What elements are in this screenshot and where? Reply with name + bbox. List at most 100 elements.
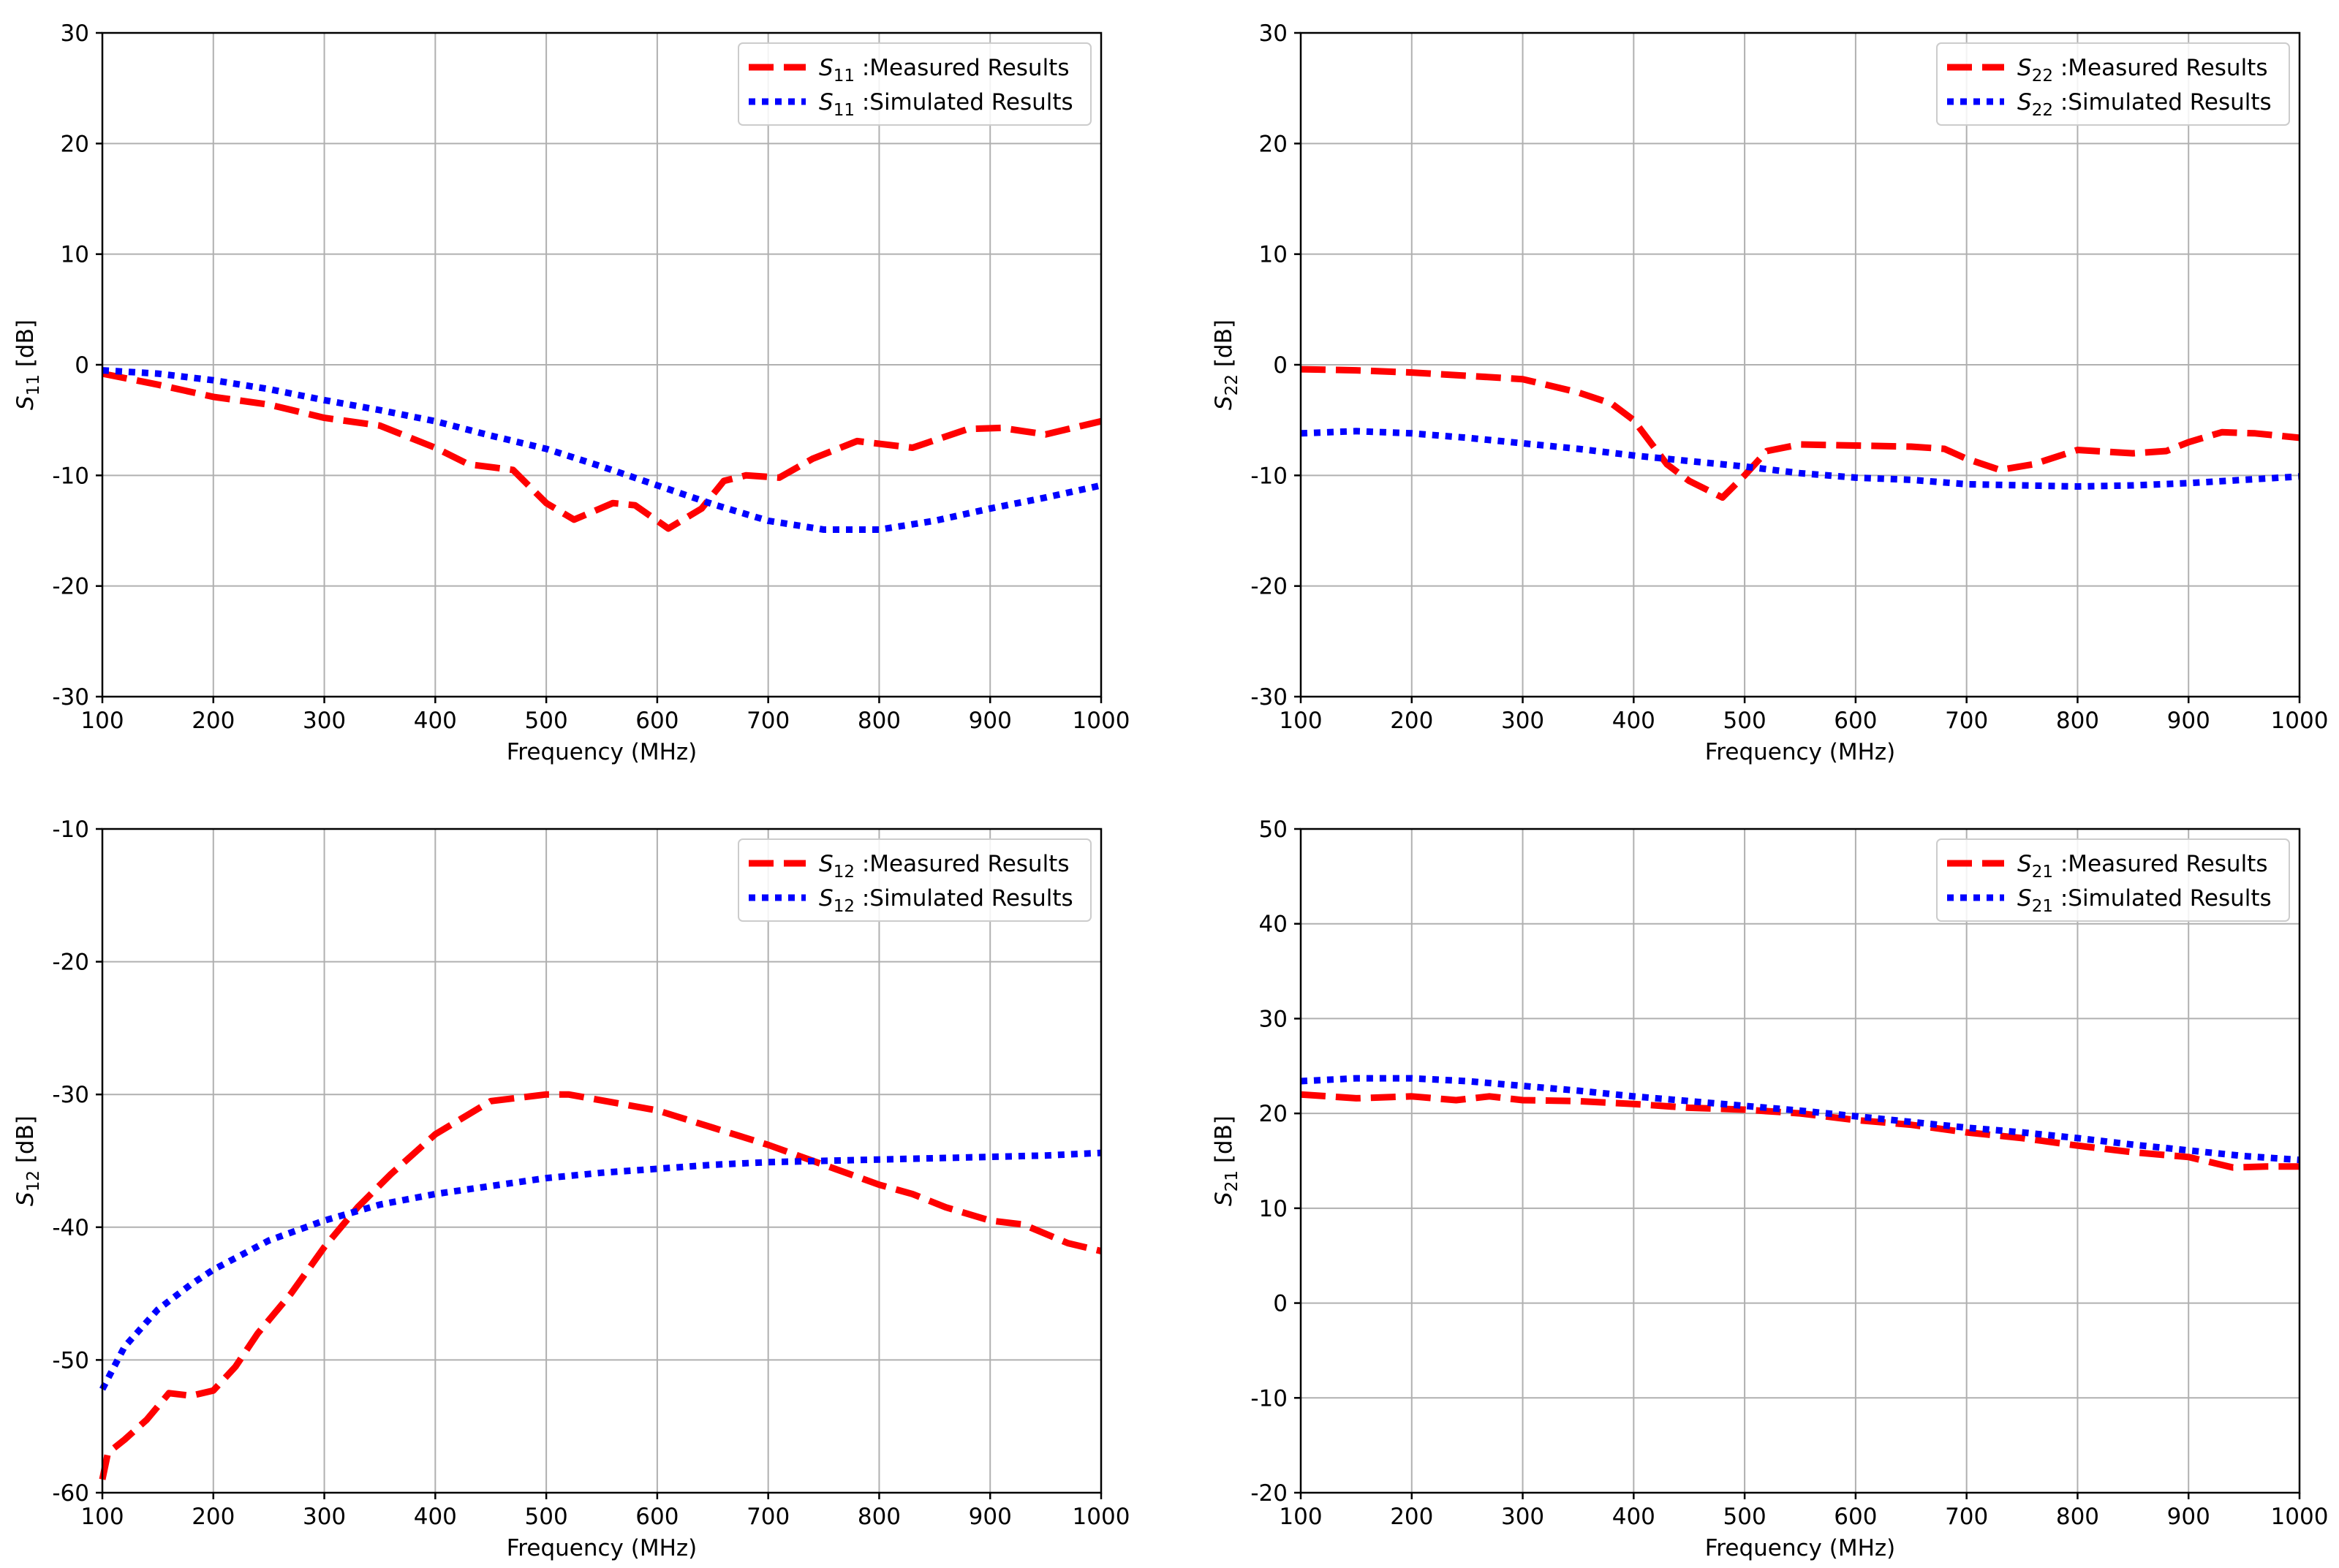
x-tick-label: 200 xyxy=(192,708,235,734)
panel-s11: 100 200 300 400 500 600 700 800 900 1000-30-20-10… xyxy=(12,20,1130,765)
y-tick-label: 50 xyxy=(1259,817,1288,843)
legend-label-simulated: S11 :Simulated Results xyxy=(819,89,1073,120)
y-tick-label: 30 xyxy=(1259,1006,1288,1032)
y-tick-label: -20 xyxy=(52,574,89,600)
panel-s21: 100 200 300 400 500 600 700 800 900 1000 -20 -10 0 10… xyxy=(1211,817,2328,1561)
x-tick-label: 900 xyxy=(2167,1504,2210,1530)
series-line-measured xyxy=(99,1091,1103,1480)
x-tick-label: 700 xyxy=(1945,708,1988,734)
y-tick-label: -20 xyxy=(1250,574,1288,600)
x-tick-label: 600 xyxy=(1834,1504,1877,1530)
y-tick-label: 20 xyxy=(61,131,89,157)
x-tick-label: 300 xyxy=(303,708,346,734)
series-line-simulated xyxy=(99,1149,1102,1391)
x-tick-label: 200 xyxy=(1390,1504,1433,1530)
x-tick-label: 700 xyxy=(747,1504,790,1530)
y-axis-title: S22 [dB] xyxy=(1211,319,1242,410)
x-tick-label: 200 xyxy=(1390,708,1433,734)
series-line-simulated xyxy=(1300,1075,2300,1164)
legend-label-measured: S22 :Measured Results xyxy=(2017,55,2268,86)
x-tick-label: 700 xyxy=(1945,1504,1988,1530)
x-tick-label: 600 xyxy=(1834,708,1877,734)
legend-label-simulated: S22 :Simulated Results xyxy=(2017,89,2272,120)
y-tick-label: -30 xyxy=(52,1082,89,1108)
x-tick-label: 600 xyxy=(635,708,679,734)
y-tick-label: -40 xyxy=(52,1215,89,1241)
y-tick-label: -30 xyxy=(1250,684,1288,711)
x-tick-label: 900 xyxy=(969,1504,1012,1530)
y-tick-label: -10 xyxy=(52,463,89,489)
x-tick-label: 800 xyxy=(2056,708,2099,734)
x-tick-label: 1000 xyxy=(2271,1504,2329,1530)
y-tick-label: 0 xyxy=(75,352,89,379)
x-axis-title: Frequency (MHz) xyxy=(1705,1535,1896,1561)
series-line-measured xyxy=(1300,366,2300,501)
x-tick-label: 200 xyxy=(192,1504,235,1530)
x-tick-label: 400 xyxy=(414,1504,457,1530)
legend-box xyxy=(738,838,1092,922)
plot-frame xyxy=(1299,827,2301,1494)
x-tick-label: 300 xyxy=(1501,1504,1544,1530)
y-tick-label: -10 xyxy=(52,817,89,843)
y-tick-label: 20 xyxy=(1259,131,1288,157)
y-tick-label: 40 xyxy=(1259,912,1288,938)
x-tick-label: 100 xyxy=(80,1504,124,1530)
legend-label-simulated: S21 :Simulated Results xyxy=(2017,885,2272,916)
y-tick-label: 0 xyxy=(1273,352,1288,379)
x-tick-label: 1000 xyxy=(1073,708,1130,734)
x-tick-label: 500 xyxy=(1723,1504,1766,1530)
panel-s12: 100 200 300 400 500 600 700 800 900 1000 -60 -50 -40… xyxy=(12,817,1130,1561)
y-axis-title: S21 [dB] xyxy=(1211,1116,1242,1206)
x-tick-label: 900 xyxy=(969,708,1012,734)
x-tick-label: 800 xyxy=(858,1504,901,1530)
legend-box xyxy=(1936,838,2290,922)
y-axis-title: S12 [dB] xyxy=(12,1116,43,1206)
x-tick-label: 300 xyxy=(303,1504,346,1530)
y-tick-label: -10 xyxy=(1250,463,1288,489)
legend-label-measured: S11 :Measured Results xyxy=(819,55,1070,86)
x-tick-label: 400 xyxy=(1612,708,1655,734)
x-tick-label: 1000 xyxy=(2271,708,2329,734)
y-tick-label: -10 xyxy=(1250,1385,1288,1412)
y-tick-label: 30 xyxy=(61,20,89,47)
series-line-simulated xyxy=(1300,428,2300,490)
y-tick-label: -20 xyxy=(1250,1480,1288,1507)
y-tick-label: -20 xyxy=(52,950,89,976)
y-tick-label: 30 xyxy=(1259,20,1288,47)
x-tick-label: 400 xyxy=(1612,1504,1655,1530)
x-tick-label: 500 xyxy=(525,1504,568,1530)
panel-s22: 100 200 300 400 500 600 700 800 900 1000-30-20-10… xyxy=(1211,20,2328,765)
plot-area xyxy=(102,829,1101,1493)
x-axis-title: Frequency (MHz) xyxy=(1705,739,1896,765)
x-tick-label: 800 xyxy=(858,708,901,734)
plot-area xyxy=(1301,829,2300,1493)
x-axis-title: Frequency (MHz) xyxy=(507,1535,698,1561)
legend-box xyxy=(1936,42,2290,126)
y-axis-title: S11 [dB] xyxy=(12,319,43,410)
y-tick-label: 10 xyxy=(1259,1196,1288,1222)
x-tick-label: 700 xyxy=(747,708,790,734)
x-tick-label: 100 xyxy=(80,708,124,734)
x-axis-title: Frequency (MHz) xyxy=(507,739,698,765)
plot-frame xyxy=(101,827,1103,1494)
y-tick-label: -60 xyxy=(52,1480,89,1507)
y-tick-label: 10 xyxy=(61,242,89,268)
y-tick-label: 20 xyxy=(1259,1101,1288,1127)
legend-label-measured: S12 :Measured Results xyxy=(819,851,1070,882)
y-tick-label: -50 xyxy=(52,1347,89,1374)
x-tick-label: 500 xyxy=(1723,708,1766,734)
y-tick-label: 10 xyxy=(1259,242,1288,268)
x-tick-label: 300 xyxy=(1501,708,1544,734)
x-tick-label: 1000 xyxy=(1073,1504,1130,1530)
x-tick-label: 400 xyxy=(414,708,457,734)
x-tick-label: 800 xyxy=(2056,1504,2099,1530)
y-tick-label: 0 xyxy=(1273,1291,1288,1317)
x-tick-label: 100 xyxy=(1279,708,1322,734)
legend-label-measured: S21 :Measured Results xyxy=(2017,851,2268,882)
series-line-measured xyxy=(102,370,1103,532)
